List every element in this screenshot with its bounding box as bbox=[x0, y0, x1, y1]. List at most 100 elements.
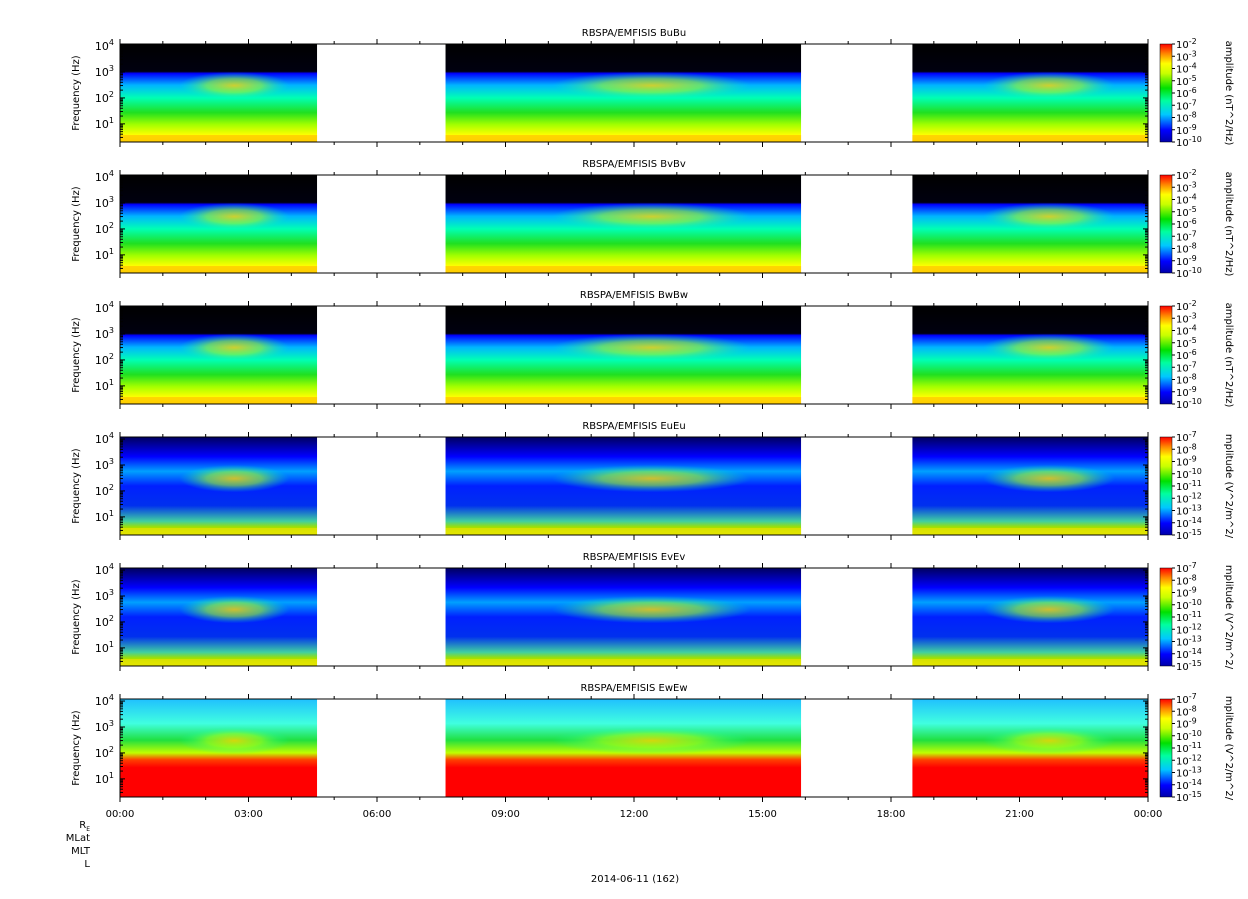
panel-title: RBSPA/EMFISIS EuEu bbox=[582, 421, 685, 432]
emission-band bbox=[983, 464, 1116, 493]
low-frequency-band bbox=[912, 528, 1148, 535]
emission-band bbox=[552, 464, 752, 493]
colorbar-tick-label: 10-10 bbox=[1176, 266, 1202, 280]
colorbar-label: amplitude (nT^2/Hz) bbox=[1223, 172, 1234, 277]
y-tick-label: 102 bbox=[95, 614, 114, 629]
x-tick-label: 06:00 bbox=[363, 809, 392, 820]
y-axis-label: Frequency (Hz) bbox=[71, 579, 82, 655]
panel-4: RBSPA/EMFISIS EuEu 101 102 103 104 Frequency … bbox=[71, 421, 1234, 542]
colorbar-tick-label: 10-10 bbox=[1176, 598, 1202, 612]
colorbar-tick-label: 10-8 bbox=[1176, 704, 1197, 718]
emission-band bbox=[179, 333, 290, 362]
low-frequency-band bbox=[912, 659, 1148, 666]
colorbar-tick-label: 10-12 bbox=[1176, 622, 1202, 636]
panel-2: RBSPA/EMFISIS BvBv 101 102 103 104 Frequency … bbox=[71, 159, 1234, 280]
colorbar-tick-label: 10-6 bbox=[1176, 217, 1197, 231]
low-frequency-band bbox=[120, 266, 318, 273]
colorbar-label: mplitude (V^2/m^2/ bbox=[1223, 565, 1234, 670]
y-tick-label: 103 bbox=[95, 64, 114, 79]
emission-band bbox=[179, 71, 290, 100]
y-tick-label: 101 bbox=[95, 771, 114, 786]
colorbar-tick-label: 10-4 bbox=[1176, 62, 1197, 76]
colorbar-tick-label: 10-7 bbox=[1176, 229, 1197, 243]
emission-band bbox=[179, 726, 290, 755]
y-tick-label: 102 bbox=[95, 352, 114, 367]
colorbar-tick-label: 10-10 bbox=[1176, 397, 1202, 411]
y-tick-label: 104 bbox=[95, 38, 114, 53]
colorbar bbox=[1159, 305, 1173, 405]
colorbar bbox=[1159, 436, 1173, 536]
y-tick-label: 102 bbox=[95, 90, 114, 105]
orbit-label-l: L bbox=[84, 859, 90, 870]
emission-band bbox=[983, 202, 1116, 231]
colorbar-tick-label: 10-5 bbox=[1176, 74, 1197, 88]
emission-band bbox=[179, 595, 290, 624]
colorbar-label: amplitude (nT^2/Hz) bbox=[1223, 41, 1234, 146]
x-tick-label: 15:00 bbox=[748, 809, 777, 820]
panel-title: RBSPA/EMFISIS BuBu bbox=[582, 28, 686, 39]
low-frequency-band bbox=[445, 397, 802, 404]
y-tick-label: 101 bbox=[95, 378, 114, 393]
low-frequency-band bbox=[445, 266, 802, 273]
colorbar-tick-label: 10-9 bbox=[1176, 385, 1197, 399]
colorbar-tick-label: 10-10 bbox=[1176, 729, 1202, 743]
colorbar-tick-label: 10-3 bbox=[1176, 49, 1197, 63]
colorbar-tick-label: 10-2 bbox=[1176, 37, 1197, 51]
colorbar-tick-label: 10-11 bbox=[1176, 479, 1202, 493]
y-axis-label: Frequency (Hz) bbox=[71, 448, 82, 524]
colorbar-tick-label: 10-13 bbox=[1176, 504, 1202, 518]
colorbar-tick-label: 10-4 bbox=[1176, 193, 1197, 207]
date-label: 2014-06-11 (162) bbox=[590, 874, 680, 885]
colorbar-tick-label: 10-8 bbox=[1176, 573, 1197, 587]
low-frequency-band bbox=[445, 135, 802, 142]
emission-band bbox=[179, 202, 290, 231]
colorbar-tick-label: 10-8 bbox=[1176, 242, 1197, 256]
panel-title: RBSPA/EMFISIS EwEw bbox=[580, 683, 687, 694]
colorbar-tick-label: 10-7 bbox=[1176, 430, 1197, 444]
emission-band bbox=[983, 333, 1116, 362]
x-tick-label: 12:00 bbox=[620, 809, 649, 820]
panel-1: RBSPA/EMFISIS BuBu 101 102 103 104 Frequency … bbox=[71, 28, 1234, 149]
low-frequency-band bbox=[912, 266, 1148, 273]
y-tick-label: 103 bbox=[95, 719, 114, 734]
orbit-label-mlat: MLat bbox=[65, 833, 90, 844]
y-axis-label: Frequency (Hz) bbox=[71, 710, 82, 786]
y-tick-label: 102 bbox=[95, 483, 114, 498]
colorbar-tick-label: 10-6 bbox=[1176, 348, 1197, 362]
low-frequency-band bbox=[120, 135, 318, 142]
colorbar-tick-label: 10-14 bbox=[1176, 778, 1202, 792]
colorbar-tick-label: 10-15 bbox=[1176, 659, 1202, 673]
colorbar-tick-label: 10-9 bbox=[1176, 123, 1197, 137]
colorbar-tick-label: 10-3 bbox=[1176, 180, 1197, 194]
colorbar-tick-label: 10-5 bbox=[1176, 336, 1197, 350]
colorbar-tick-label: 10-14 bbox=[1176, 647, 1202, 661]
colorbar-tick-label: 10-7 bbox=[1176, 692, 1197, 706]
colorbar-tick-label: 10-8 bbox=[1176, 442, 1197, 456]
panel-title: RBSPA/EMFISIS BwBw bbox=[580, 290, 688, 301]
colorbar bbox=[1159, 43, 1173, 143]
emission-band bbox=[552, 202, 752, 231]
y-tick-label: 103 bbox=[95, 588, 114, 603]
low-frequency-band bbox=[912, 397, 1148, 404]
y-axis-label: Frequency (Hz) bbox=[71, 55, 82, 131]
x-tick-label: 00:00 bbox=[1134, 809, 1163, 820]
emission-band bbox=[179, 464, 290, 493]
colorbar-tick-label: 10-4 bbox=[1176, 324, 1197, 338]
x-tick-label: 00:00 bbox=[106, 809, 135, 820]
y-tick-label: 103 bbox=[95, 326, 114, 341]
y-tick-label: 101 bbox=[95, 116, 114, 131]
x-tick-label: 03:00 bbox=[234, 809, 263, 820]
orbit-label-mlt: MLT bbox=[71, 846, 90, 857]
colorbar-tick-label: 10-2 bbox=[1176, 299, 1197, 313]
y-tick-label: 103 bbox=[95, 457, 114, 472]
emission-band bbox=[552, 595, 752, 624]
y-tick-label: 104 bbox=[95, 562, 114, 577]
colorbar bbox=[1159, 174, 1173, 274]
low-frequency-band bbox=[120, 397, 318, 404]
y-tick-label: 104 bbox=[95, 169, 114, 184]
emission-band bbox=[552, 71, 752, 100]
y-tick-label: 104 bbox=[95, 431, 114, 446]
colorbar-tick-label: 10-9 bbox=[1176, 455, 1197, 469]
colorbar-tick-label: 10-9 bbox=[1176, 717, 1197, 731]
